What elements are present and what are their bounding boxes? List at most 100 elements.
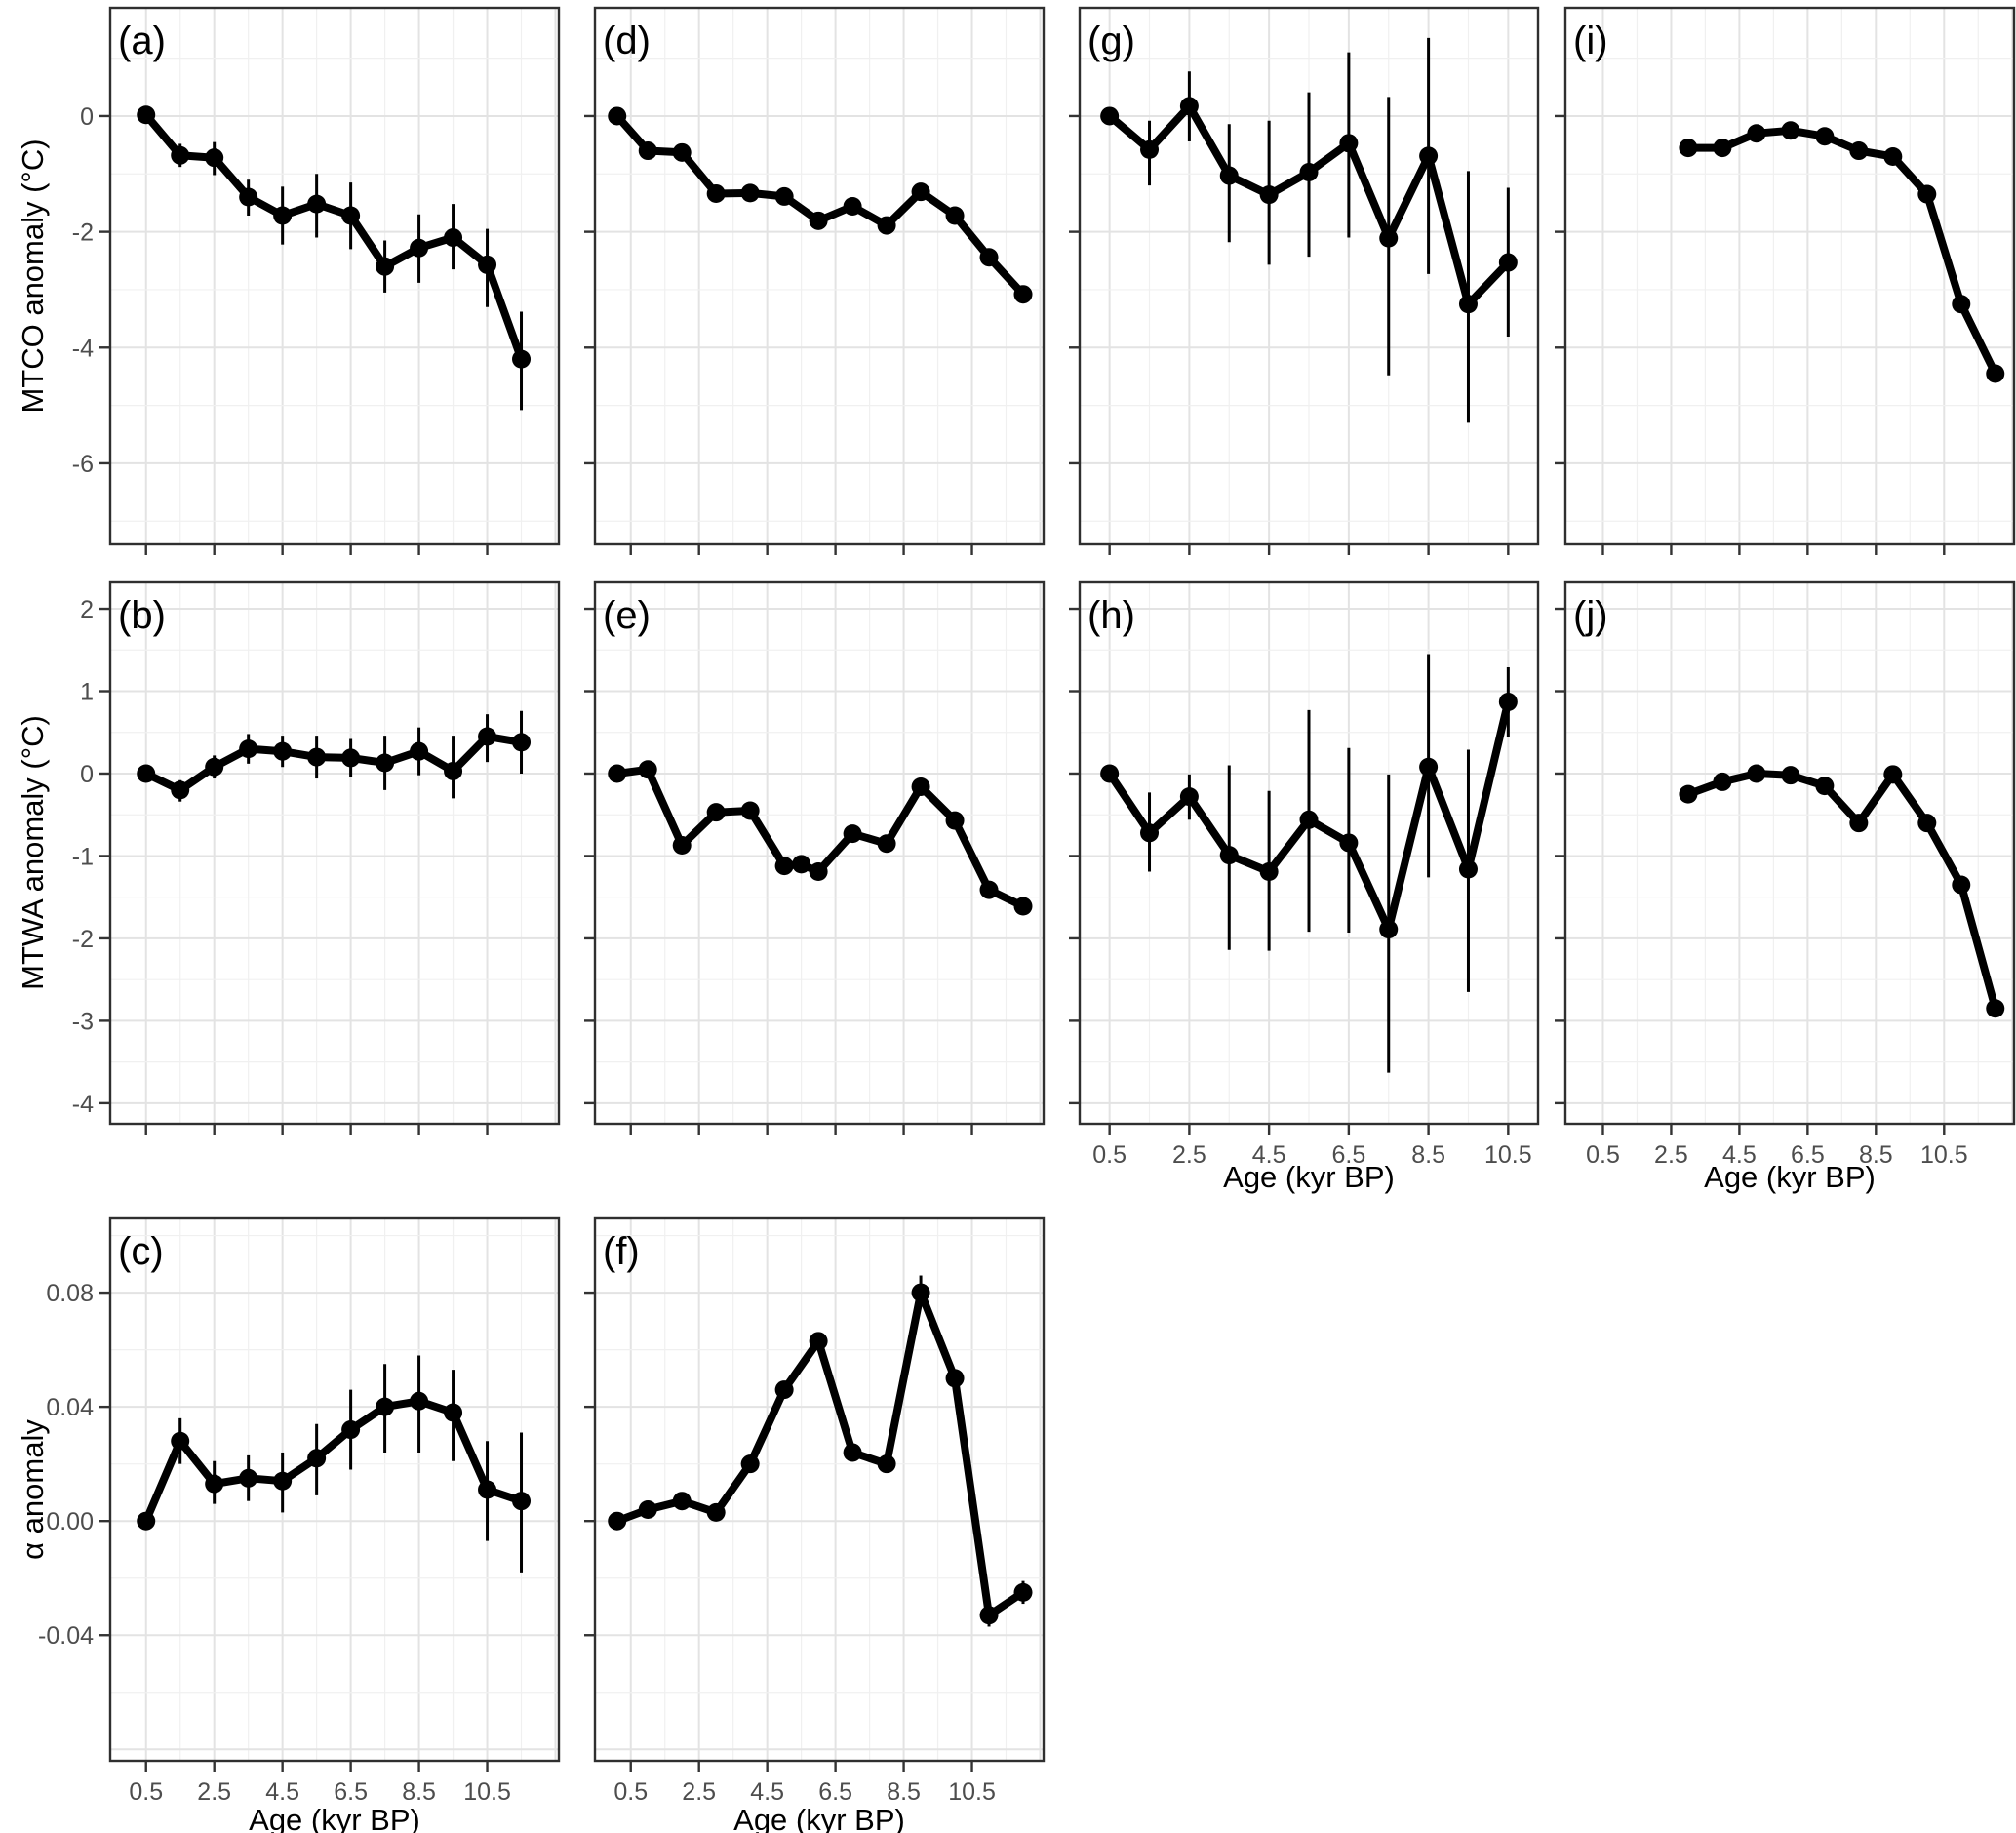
x-tick-label: 2.5 (1654, 1141, 1688, 1169)
data-point (638, 1499, 657, 1519)
data-point (877, 1454, 896, 1474)
panel-label: (d) (603, 20, 651, 62)
data-point (1419, 146, 1439, 166)
data-point (478, 727, 497, 746)
y-tick-label: -6 (72, 451, 94, 478)
data-point (307, 194, 327, 214)
data-point (979, 880, 999, 899)
y-tick-label: 0.04 (46, 1394, 94, 1421)
data-point (1781, 766, 1800, 785)
panel-background (1565, 8, 2014, 544)
data-point (1013, 1582, 1033, 1602)
data-point (341, 748, 361, 768)
panel-background (595, 582, 1044, 1124)
x-tick-label: 8.5 (887, 1778, 921, 1806)
x-tick-label: 10.5 (463, 1778, 511, 1806)
data-point (478, 255, 497, 274)
data-point (410, 1391, 429, 1411)
x-axis-title-col1: Age (kyr BP) (249, 1803, 420, 1833)
data-point (1419, 757, 1439, 777)
data-point (1952, 295, 1971, 314)
data-point (376, 257, 395, 276)
data-point (1952, 875, 1971, 895)
data-point (1713, 139, 1732, 158)
data-point (1713, 772, 1732, 791)
data-point (792, 855, 811, 874)
data-point (911, 182, 930, 202)
data-point (1379, 920, 1399, 939)
data-point (1458, 859, 1478, 879)
x-axis-title-col4: Age (kyr BP) (1704, 1160, 1876, 1194)
data-point (638, 141, 657, 161)
y-tick-label: 0.08 (46, 1280, 94, 1307)
y-tick-label: 1 (80, 679, 94, 706)
panel-border (1078, 6, 1540, 546)
x-tick-label: 8.5 (1859, 1141, 1893, 1169)
panel-label: (c) (118, 1230, 164, 1273)
data-point (1100, 106, 1120, 126)
data-point (706, 1502, 726, 1522)
panel-background (110, 8, 559, 544)
data-point (1917, 814, 1937, 833)
data-point (1781, 121, 1800, 140)
data-point (843, 824, 862, 844)
data-point (740, 183, 760, 203)
panel-label: (i) (1573, 20, 1608, 62)
y-tick-label: 0.00 (46, 1508, 94, 1535)
data-point (809, 1332, 828, 1351)
data-point (979, 1606, 999, 1625)
y-tick-label: -2 (72, 219, 94, 247)
data-point (945, 206, 965, 225)
x-axis-title-col2: Age (kyr BP) (733, 1803, 905, 1833)
data-point (171, 145, 190, 165)
data-point (376, 1397, 395, 1416)
panel-h: 0.5 2.5 4.5 6.5 8.5 10.5 (h) (1069, 580, 1540, 1169)
series-line (1683, 770, 1999, 1013)
data-point (512, 733, 532, 752)
data-point (1379, 228, 1399, 248)
data-point (444, 1403, 463, 1422)
panel-background (595, 1218, 1044, 1761)
panel-i: (i) (1555, 6, 2016, 555)
data-point (273, 741, 293, 761)
data-point (911, 777, 930, 796)
x-tick-label: 6.5 (1331, 1141, 1365, 1169)
panel-background (110, 582, 559, 1124)
data-point (1917, 184, 1937, 204)
panel-a: 0 -2 -4 -6 (a) (72, 6, 561, 555)
panel-label: (f) (603, 1230, 640, 1273)
data-point (911, 1283, 930, 1302)
data-point (1140, 139, 1160, 159)
data-point (307, 747, 327, 767)
data-point (1849, 141, 1869, 161)
data-point (877, 834, 896, 854)
x-tick-label: 8.5 (402, 1778, 436, 1806)
data-point (809, 862, 828, 882)
data-point (774, 186, 794, 206)
data-point (410, 238, 429, 258)
data-point (1986, 999, 2005, 1018)
x-tick-label: 6.5 (334, 1778, 368, 1806)
data-point (774, 857, 794, 876)
x-tick-label: 10.5 (948, 1778, 996, 1806)
panel-border (1563, 6, 2016, 546)
data-point (1179, 787, 1199, 807)
data-point (137, 1511, 156, 1531)
panel-border (593, 580, 1046, 1126)
data-point (1299, 163, 1319, 182)
y-tick-label: -4 (72, 1091, 94, 1118)
data-point (376, 753, 395, 773)
y-tick-label: 2 (80, 596, 94, 623)
panel-e: (e) (584, 580, 1046, 1135)
data-point (1259, 862, 1279, 882)
data-point (843, 1443, 862, 1462)
data-point (1219, 166, 1239, 185)
panel-d: (d) (584, 6, 1046, 555)
data-point (638, 760, 657, 779)
y-tick-label: -3 (72, 1008, 94, 1035)
data-point (843, 197, 862, 217)
data-point (706, 183, 726, 203)
x-tick-label: 4.5 (750, 1778, 784, 1806)
